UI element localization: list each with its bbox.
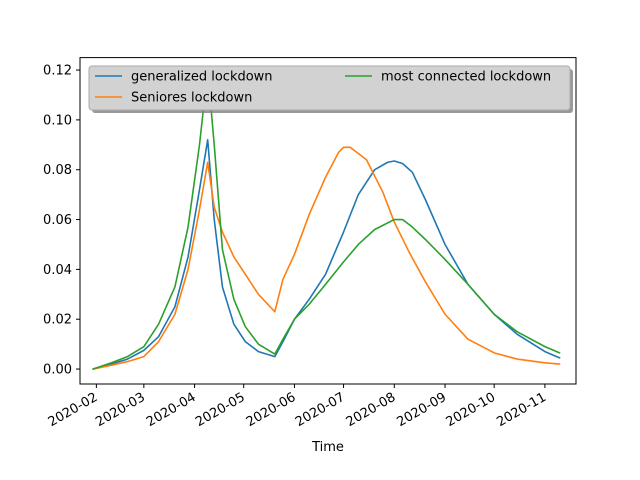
- x-tick-label: 2020-06: [244, 390, 299, 430]
- x-tick-label: 2020-08: [344, 390, 399, 430]
- y-tick-label: 0.02: [43, 313, 72, 328]
- y-tick-label: 0.08: [43, 163, 72, 178]
- x-tick-label: 2020-02: [46, 390, 101, 430]
- legend-box: [88, 65, 571, 111]
- y-tick-label: 0.06: [43, 213, 72, 228]
- y-tick-label: 0.12: [43, 64, 72, 79]
- x-tick-label: 2020-03: [93, 390, 148, 430]
- series-line-3: [92, 69, 561, 370]
- x-tick-label: 2020-11: [494, 390, 549, 430]
- x-axis-label: Time: [311, 440, 344, 455]
- x-tick-label: 2020-04: [144, 390, 199, 430]
- y-tick-label: 0.00: [43, 363, 72, 378]
- legend-label: most connected lockdown: [381, 70, 551, 85]
- x-axis: 2020-022020-032020-042020-052020-062020-…: [46, 384, 549, 430]
- legend-label: Seniores lockdown: [131, 91, 252, 106]
- legend-label: generalized lockdown: [131, 70, 273, 85]
- x-tick-label: 2020-09: [394, 390, 449, 430]
- series-line-2: [92, 146, 561, 370]
- legend: generalized lockdown Seniores lockdown mos…: [88, 65, 573, 113]
- x-tick-label: 2020-10: [444, 390, 499, 430]
- plot-lines: [92, 69, 561, 370]
- y-tick-label: 0.10: [43, 113, 72, 128]
- x-tick-label: 2020-07: [293, 390, 348, 430]
- x-tick-label: 2020-05: [193, 390, 248, 430]
- y-axis: 0.00 0.02 0.04 0.06 0.08 0.10 0.12: [43, 64, 80, 378]
- plot-frame: [79, 57, 577, 385]
- y-tick-label: 0.04: [43, 263, 72, 278]
